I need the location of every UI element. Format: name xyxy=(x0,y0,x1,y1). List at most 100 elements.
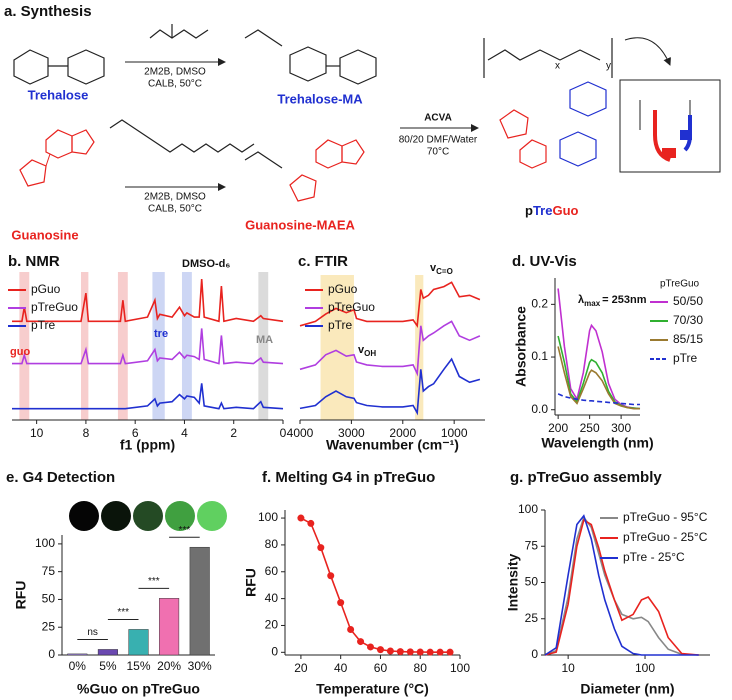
fluorescence-wells xyxy=(69,501,227,531)
compound-label: Trehalose-MA xyxy=(277,91,363,106)
legend-label: pTre - 25°C xyxy=(623,550,685,564)
y-tick-label: 75 xyxy=(42,564,56,578)
data-point xyxy=(386,647,394,655)
series-line xyxy=(544,518,699,656)
bar xyxy=(67,653,88,656)
y-axis-label: RFU xyxy=(243,568,259,597)
x-tick-label: 300 xyxy=(611,421,631,435)
highlight-band xyxy=(152,272,165,420)
annotation-part: v xyxy=(430,262,437,274)
x-tick-label: 30% xyxy=(188,659,212,673)
annotation: guo xyxy=(10,346,30,358)
trehalose-structure xyxy=(13,49,105,85)
y-tick-label: 0.2 xyxy=(531,297,548,311)
trehalose-ma-structure xyxy=(244,29,377,85)
highlight-band xyxy=(320,275,354,420)
y-tick-label: 0 xyxy=(48,647,55,661)
y-tick-label: 100 xyxy=(518,502,538,516)
panel-title: e. G4 Detection xyxy=(6,469,115,486)
x-tick-label: 250 xyxy=(580,421,600,435)
y-tick-label: 80 xyxy=(265,537,279,551)
compound-label: Guanosine xyxy=(11,227,78,242)
y-axis-label: RFU xyxy=(13,581,29,610)
x-axis-label: %Guo on pTreGuo xyxy=(77,681,200,697)
x-tick-label: 6 xyxy=(132,426,139,440)
data-point xyxy=(317,544,325,552)
y-tick-label: 75 xyxy=(525,538,539,552)
series-line xyxy=(299,281,481,329)
x-tick-label: 60 xyxy=(374,661,388,675)
y-tick-label: 0.0 xyxy=(531,402,548,416)
x-tick-label: 5% xyxy=(99,659,117,673)
y-axis-label: Absorbance xyxy=(513,306,529,387)
bar xyxy=(189,546,210,656)
legend-label: pTreGuo xyxy=(328,300,375,314)
series-line xyxy=(299,320,481,377)
compound-label: Trehalose xyxy=(28,87,89,102)
annotation-part: λ xyxy=(578,294,584,306)
annotation: vOH xyxy=(358,344,376,358)
data-point xyxy=(446,648,454,656)
x-tick-label: 2000 xyxy=(389,426,416,440)
panel-title: c. FTIR xyxy=(298,253,348,270)
data-point xyxy=(357,638,365,646)
x-tick-label: 80 xyxy=(414,661,428,675)
highlight-band xyxy=(181,272,192,420)
series-line xyxy=(12,328,284,365)
highlight-band xyxy=(258,272,269,420)
x-tick-label: 20% xyxy=(157,659,181,673)
legend-title: pTreGuo xyxy=(660,279,700,290)
x-tick-label: 4 xyxy=(181,426,188,440)
reagent: ACVA xyxy=(424,113,452,124)
polymer-structure xyxy=(483,37,721,173)
highlight-band xyxy=(19,272,30,420)
x-tick-label: 4000 xyxy=(287,426,314,440)
y-tick-label: 100 xyxy=(35,536,55,550)
data-point xyxy=(307,519,315,527)
x-tick-label: 20 xyxy=(294,661,308,675)
series-line xyxy=(544,514,699,656)
series-line xyxy=(299,357,481,416)
x-tick-label: 0% xyxy=(69,659,87,673)
divinyl-linker-structure xyxy=(109,119,255,153)
y-tick-label: 50 xyxy=(525,575,539,589)
legend-label: pTreGuo - 25°C xyxy=(623,530,708,544)
annotation-sub: max xyxy=(584,299,601,308)
y-tick-label: 25 xyxy=(525,611,539,625)
data-point xyxy=(406,648,414,656)
annotation: λmax = 253nm xyxy=(578,294,647,308)
significance-label: *** xyxy=(117,607,129,618)
data-point xyxy=(297,514,305,522)
y-tick-label: 25 xyxy=(42,619,56,633)
series-line xyxy=(557,393,640,406)
y-tick-label: 50 xyxy=(42,592,56,606)
legend-label: pTreGuo - 95°C xyxy=(623,510,708,524)
x-axis-label: Wavelength (nm) xyxy=(541,435,653,451)
y-tick-label: 0 xyxy=(271,644,278,658)
x-tick-label: 1000 xyxy=(441,426,468,440)
legend-label: pTreGuo xyxy=(31,300,78,314)
y-axis-label: Intensity xyxy=(505,554,521,612)
x-tick-label: 40 xyxy=(334,661,348,675)
data-point xyxy=(436,648,444,656)
highlight-band xyxy=(117,272,128,420)
annotation-part: = 253nm xyxy=(602,294,647,306)
x-tick-label: 10 xyxy=(561,661,575,675)
bar xyxy=(97,649,118,656)
legend-label: pGuo xyxy=(31,282,61,296)
data-point xyxy=(376,646,384,654)
panel-title: b. NMR xyxy=(8,253,60,270)
legend-label: pGuo xyxy=(328,282,358,296)
panel-title: f. Melting G4 in pTreGuo xyxy=(262,469,435,486)
guanosine-maea-structure xyxy=(244,139,365,202)
reagent: CALB, 50°C xyxy=(148,79,202,90)
x-axis-label: Wavenumber (cm⁻¹) xyxy=(326,437,459,453)
x-tick-label: 100 xyxy=(450,661,470,675)
data-point xyxy=(367,643,375,651)
legend-label: 70/30 xyxy=(673,313,703,327)
x-tick-label: 3000 xyxy=(338,426,365,440)
x-axis-label: f1 (ppm) xyxy=(120,437,175,453)
y-tick-label: 60 xyxy=(265,564,279,578)
legend-label: pTre xyxy=(673,351,698,365)
